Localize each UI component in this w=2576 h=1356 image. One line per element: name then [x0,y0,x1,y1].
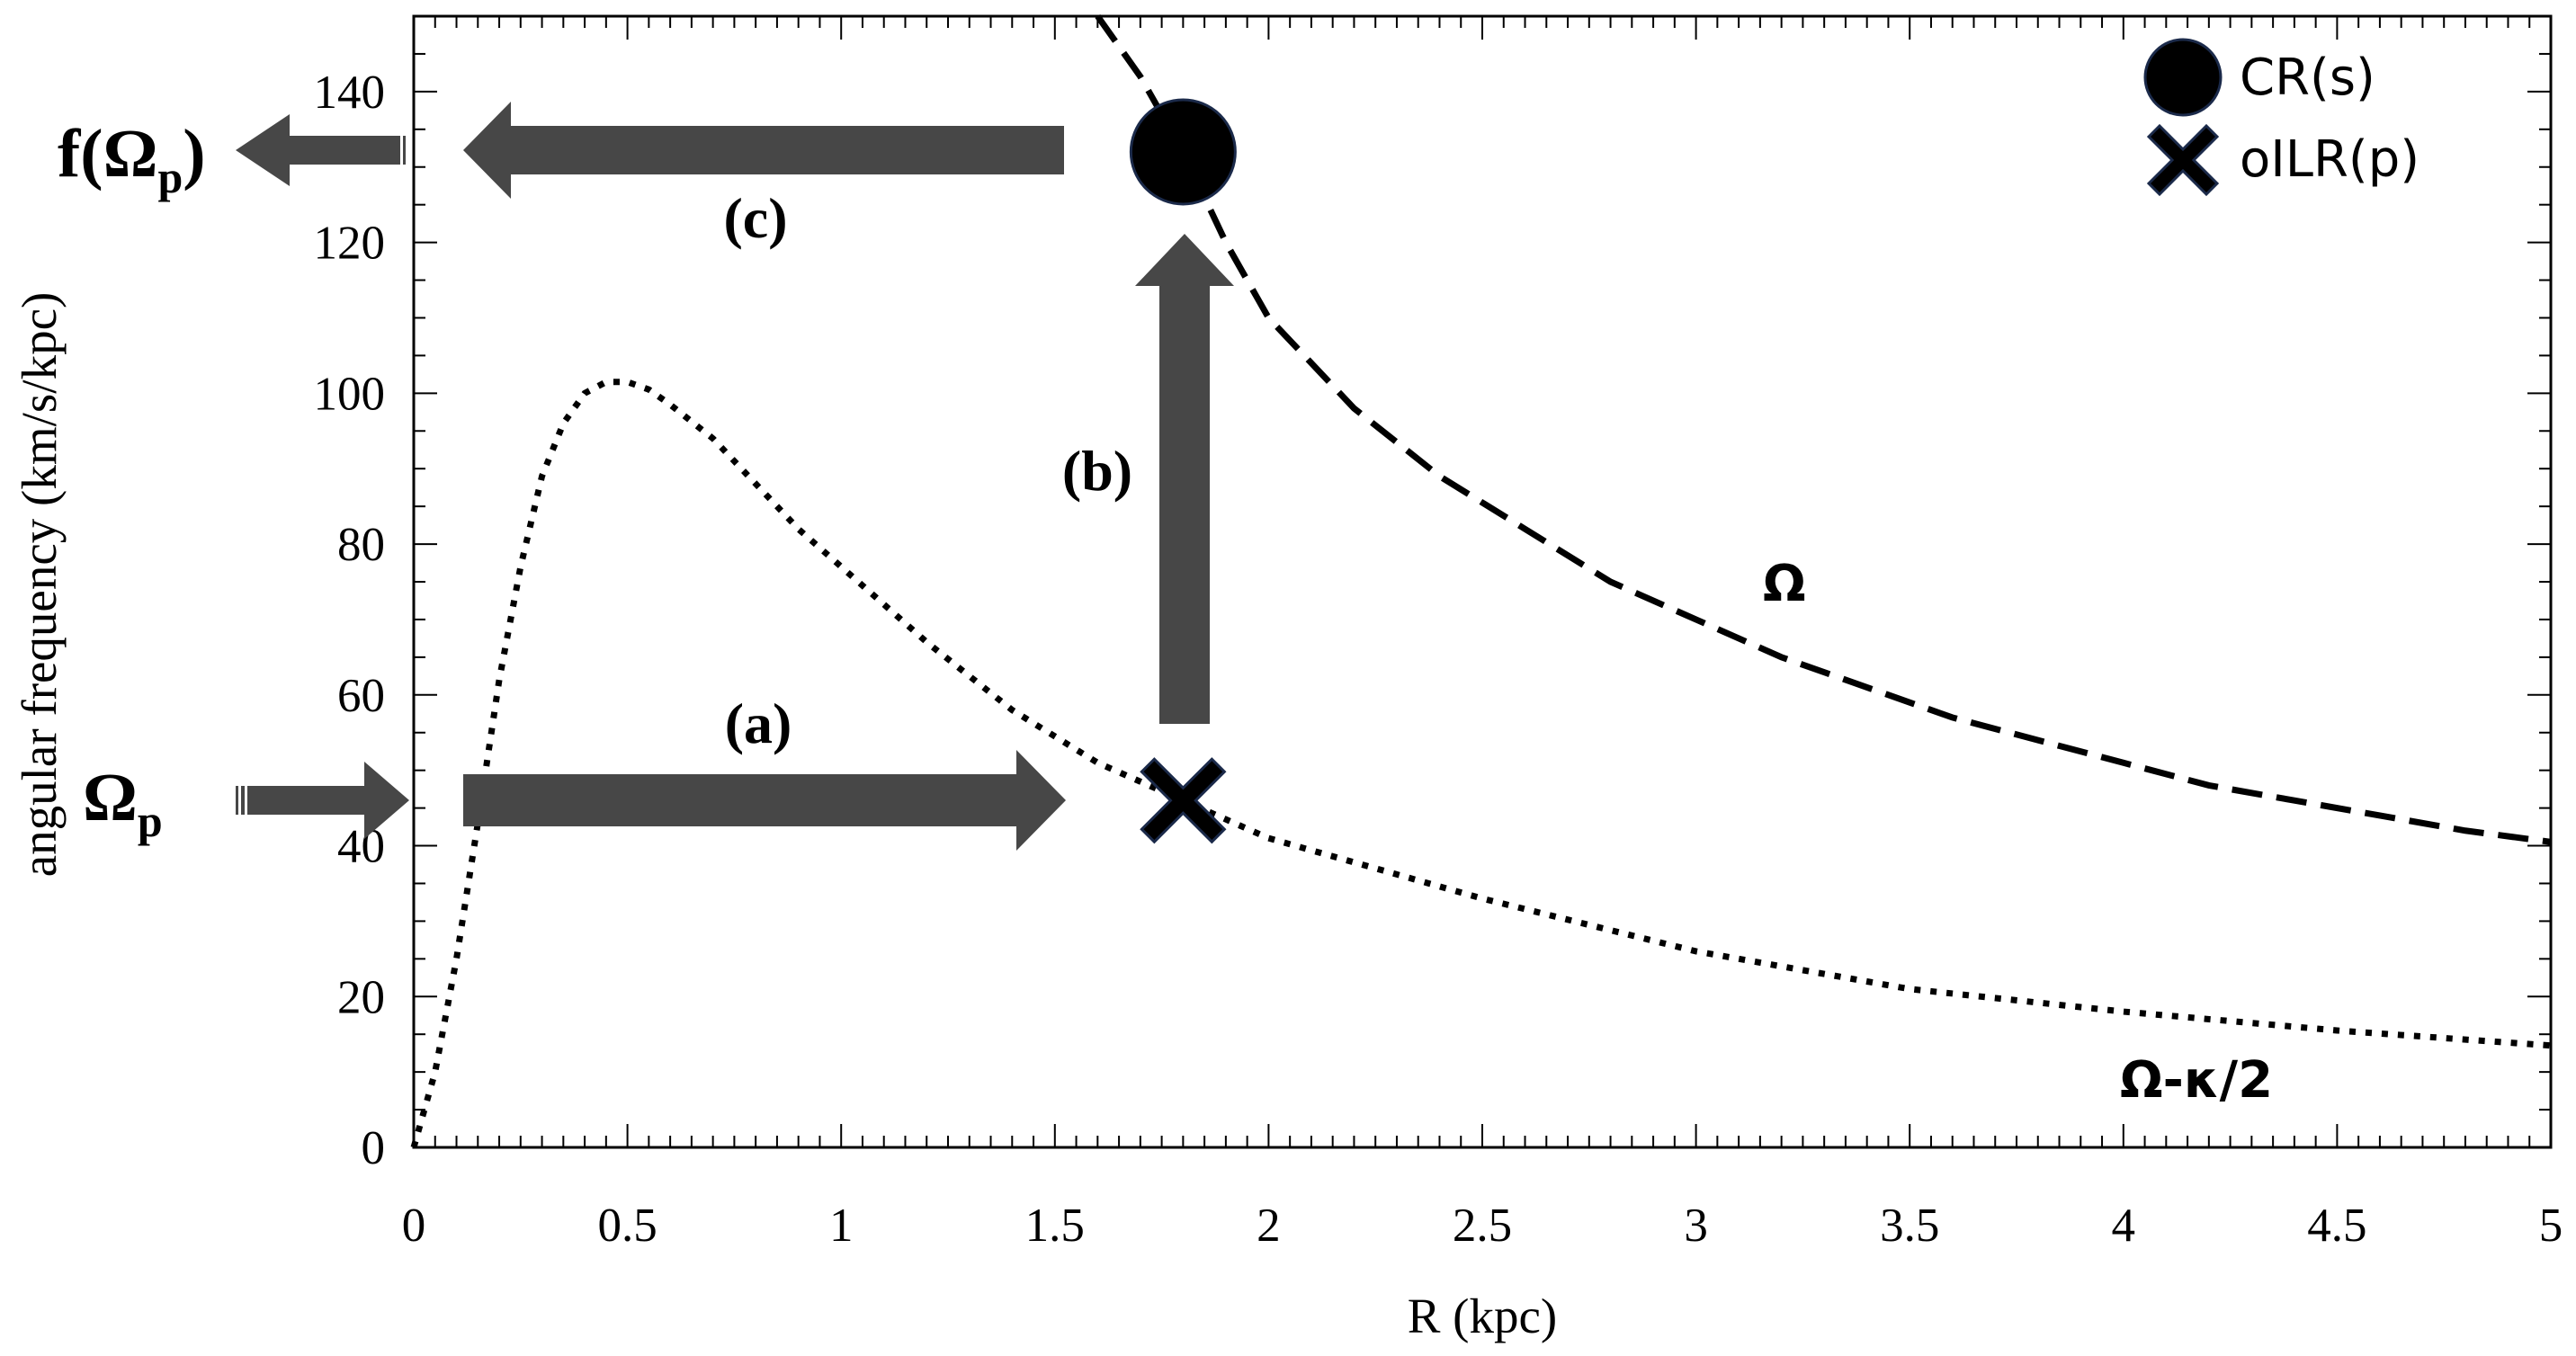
y-tick-label: 60 [337,670,385,722]
arrow-b [1135,234,1234,724]
x-tick-label: 1 [829,1200,854,1252]
step-label-b: (b) [1062,439,1132,503]
y-tick-label: 120 [314,218,386,270]
x-tick-label: 4.5 [2307,1200,2366,1252]
curve-label-omega-kappa: Ω-κ/2 [2120,1051,2273,1110]
step-label-a: (a) [725,691,792,755]
x-tick-label: 2.5 [1453,1200,1512,1252]
series-omega-line [1095,13,2552,845]
x-tick-label: 1.5 [1025,1200,1085,1252]
x-axis-title: R (kpc) [1408,1289,1557,1343]
legend-oilr-marker [2146,123,2220,197]
y-tick-label: 140 [314,67,386,119]
y-tick-label: 20 [337,971,385,1023]
x-tick-label: 4 [2112,1200,2136,1252]
y-tick-label: 80 [337,519,385,571]
marker-cr-circle [1129,98,1237,206]
y-axis-title: angular frequency (km/s/kpc) [12,292,67,878]
arrow-a [463,750,1066,851]
marker-oilr-cross [1140,757,1227,844]
legend-cr-marker [2143,38,2223,117]
legend-cr-label: CR(s) [2240,49,2375,107]
omega-p-label: Ωp [83,760,163,846]
curve-label-omega: Ω [1763,555,1806,613]
x-tick-label: 3.5 [1880,1200,1939,1252]
step-label-c: (c) [723,186,787,250]
x-tick-label: 0 [402,1200,426,1252]
axis-ticks [413,15,2552,1148]
legend-oilr-label: oILR(p) [2240,130,2419,189]
legend: CR(s) oILR(p) [2143,38,2419,197]
y-tick-label: 100 [314,368,386,420]
y-tick-labels: 0 20 40 60 80 100 120 140 [314,67,386,1174]
f-omega-p-label: f(Ωp) [58,116,206,202]
x-tick-label: 3 [1684,1200,1708,1252]
arrow-c [463,102,1064,199]
arrow-f-output [236,114,406,186]
arrow-omega-p-input [236,762,409,839]
x-tick-label: 2 [1257,1200,1281,1252]
x-tick-labels: 0 0.5 1 1.5 2 2.5 3 3.5 4 4.5 5 [402,1200,2563,1252]
y-tick-label: 40 [337,821,385,873]
x-tick-label: 0.5 [597,1200,657,1252]
y-tick-label: 0 [362,1122,386,1174]
series-omega-kappa-line [410,379,2552,1148]
x-tick-label: 5 [2539,1200,2563,1252]
